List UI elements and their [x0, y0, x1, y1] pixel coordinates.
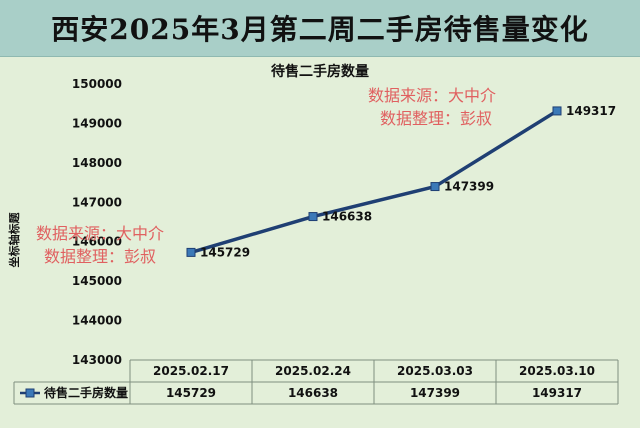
data-label: 146638 — [322, 210, 372, 224]
series-line — [190, 109, 558, 255]
page-title: 西安2025年3月第二周二手房待售量变化 — [51, 13, 589, 46]
legend-label: 待售二手房数量 — [44, 385, 128, 400]
legend-marker — [25, 388, 35, 398]
y-tick-label: 143000 — [72, 353, 122, 367]
data-point-marker — [430, 182, 440, 192]
y-tick-label: 144000 — [72, 314, 122, 328]
x-category-label: 2025.03.10 — [519, 364, 595, 378]
data-label: 149317 — [566, 104, 616, 118]
y-tick-label: 146000 — [72, 235, 122, 249]
table-value-cell: 145729 — [166, 386, 216, 400]
watermark-source-text: 数据来源：大中介 — [36, 224, 165, 243]
watermark-compiler-text: 数据整理：彭叔 — [44, 247, 157, 266]
data-label: 147399 — [444, 180, 494, 194]
title-band: 西安2025年3月第二周二手房待售量变化 — [0, 0, 640, 57]
table-value-cell: 146638 — [288, 386, 338, 400]
watermark-source-text: 数据来源：大中介 — [368, 86, 497, 105]
data-point-marker — [186, 247, 196, 257]
y-tick-label: 145000 — [72, 274, 122, 288]
table-value-cell: 149317 — [532, 386, 582, 400]
watermark-compiler-text: 数据整理：彭叔 — [380, 109, 493, 128]
y-tick-label: 147000 — [72, 195, 122, 209]
y-tick-label: 150000 — [72, 77, 122, 91]
watermark-left: 数据来源：大中介 数据整理：彭叔 — [36, 222, 164, 268]
x-category-label: 2025.02.17 — [153, 364, 229, 378]
data-label: 145729 — [200, 245, 250, 259]
x-category-label: 2025.02.24 — [275, 364, 351, 378]
x-category-label: 2025.03.03 — [397, 364, 473, 378]
data-point-marker — [308, 212, 318, 222]
table-value-cell: 147399 — [410, 386, 460, 400]
data-point-marker — [552, 106, 562, 116]
y-tick-label: 149000 — [72, 116, 122, 130]
y-tick-label: 148000 — [72, 156, 122, 170]
watermark-right: 数据来源：大中介 数据整理：彭叔 — [368, 84, 496, 130]
chart-title: 待售二手房数量 — [271, 64, 369, 80]
